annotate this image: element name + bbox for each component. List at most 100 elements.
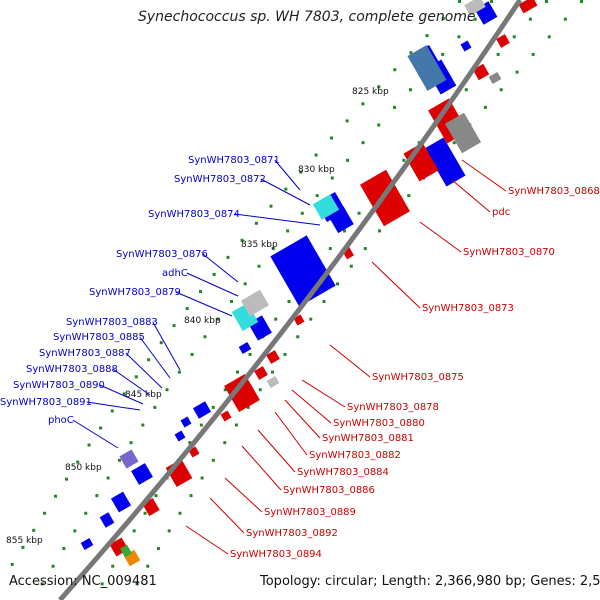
reverse-gene-feature <box>180 416 192 428</box>
track-dot <box>287 300 291 303</box>
track-dot <box>258 388 262 392</box>
track-dot <box>111 564 115 568</box>
track-dot <box>248 352 252 356</box>
leader-line-right <box>284 399 321 439</box>
track-dot <box>377 123 381 127</box>
gene-feature <box>240 289 270 317</box>
gene-feature <box>120 544 132 558</box>
track-dot <box>172 324 176 328</box>
reverse-gene-feature <box>270 235 336 307</box>
track-dot <box>226 255 230 259</box>
track-dot <box>345 119 349 123</box>
track-dot <box>199 290 202 293</box>
track-dot <box>132 529 136 533</box>
gene-feature <box>312 194 340 220</box>
track-dot <box>243 282 247 286</box>
gene-label-right: SynWH7803_0875 <box>372 372 464 383</box>
leader-line-right <box>241 445 282 491</box>
gene-feature <box>488 72 502 84</box>
leader-line-left <box>186 272 239 297</box>
track-dot <box>330 176 334 180</box>
track-dot <box>531 52 535 56</box>
gene-label-right: SynWH7803_0870 <box>463 247 555 258</box>
track-dot <box>51 564 55 568</box>
track-dot <box>377 85 381 89</box>
gene-feature <box>444 112 482 154</box>
leader-line-right <box>291 389 332 424</box>
leader-line-right <box>371 261 421 309</box>
tick-marks: 825 kbp 830 kbp 835 kbp 840 kbp 845 kbp 850 k… <box>6 87 389 546</box>
leader-line-left <box>139 336 171 379</box>
gene-label-right: SynWH7803_0878 <box>347 402 439 413</box>
track-dot <box>143 511 147 515</box>
gene-label-left: SynWH7803_0872 <box>174 174 266 185</box>
track-dot <box>254 221 258 225</box>
track-dot <box>269 204 273 208</box>
track-dot <box>408 88 412 92</box>
track-dot <box>299 170 303 174</box>
track-dot <box>393 105 397 109</box>
track-dot <box>328 247 332 251</box>
track-dot <box>223 441 227 445</box>
tick-label: 855 kbp <box>6 536 43 546</box>
reverse-gene-feature <box>99 512 115 528</box>
track-dot <box>141 423 145 427</box>
gene-label-right: SynWH7803_0894 <box>230 549 322 560</box>
tick-label: 845 kbp <box>125 390 162 400</box>
track-dot <box>270 370 274 374</box>
gene-label-right: SynWH7803_0868 <box>508 186 600 197</box>
gene-label-left: SynWH7803_0887 <box>39 348 131 359</box>
track-dot <box>100 582 104 586</box>
track-dot <box>349 264 353 268</box>
track-dot <box>283 352 287 356</box>
gene-label-left: SynWH7803_0888 <box>26 364 118 375</box>
reverse-gene-feature <box>424 137 466 187</box>
track-dot <box>178 511 182 515</box>
genome-summary: Topology: circular; Length: 2,366,980 bp… <box>260 574 600 589</box>
track-dot <box>203 335 207 339</box>
track-dot <box>296 335 300 339</box>
track-dot <box>409 51 413 55</box>
track-dot <box>336 282 340 286</box>
track-dot <box>314 153 318 157</box>
leader-line-right <box>419 221 462 253</box>
tick-label: 830 kbp <box>298 165 335 175</box>
track-dot <box>545 0 548 3</box>
track-dot <box>159 341 163 345</box>
gene-feature <box>231 302 259 332</box>
track-dot <box>330 136 334 140</box>
leader-line-left <box>260 178 311 206</box>
track-dot <box>43 511 47 515</box>
track-dot <box>361 102 365 106</box>
track-dot <box>246 405 250 409</box>
track-dot <box>87 443 91 447</box>
track-dot <box>361 141 365 145</box>
leader-line-right <box>301 379 346 408</box>
track-dot <box>211 458 215 462</box>
track-dot <box>393 68 397 72</box>
gene-label-left: SynWH7803_0879 <box>89 287 181 298</box>
gene-label-right: SynWH7803_0884 <box>297 467 389 478</box>
track-dot <box>167 529 171 533</box>
track-dot <box>135 582 139 586</box>
left-gene-labels: SynWH7803_0871 SynWH7803_0872 SynWH7803_08… <box>0 155 321 449</box>
track-dot <box>315 194 319 198</box>
track-dot <box>156 547 160 551</box>
track-dot <box>190 352 194 356</box>
track-dot <box>457 35 461 39</box>
track-dot <box>199 423 203 427</box>
reverse-gene-feature <box>328 206 354 234</box>
leader-line-left <box>125 352 163 389</box>
gene-feature <box>119 449 139 469</box>
track-dot <box>458 0 461 3</box>
gene-features <box>80 0 538 567</box>
track-dot <box>223 388 227 392</box>
track-dot <box>76 460 80 464</box>
track-dot <box>528 17 532 21</box>
leader-line-right <box>257 429 296 473</box>
track-dot <box>200 476 204 480</box>
track-dot <box>235 370 239 374</box>
track-dot <box>188 441 192 445</box>
track-dot <box>146 564 150 568</box>
